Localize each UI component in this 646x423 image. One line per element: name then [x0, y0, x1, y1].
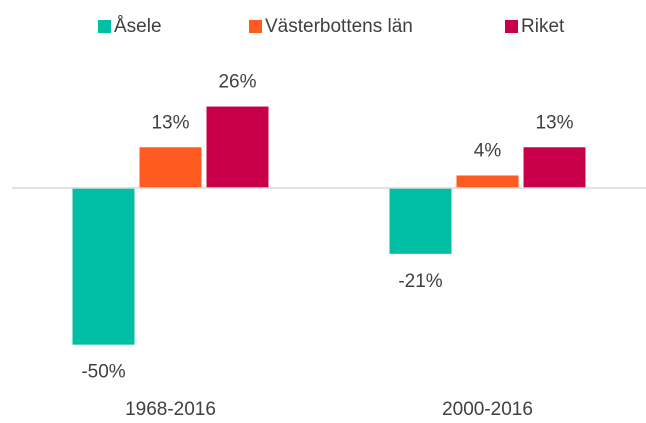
value-label: 4% — [474, 140, 502, 161]
bar — [523, 147, 586, 188]
value-label: 26% — [218, 72, 256, 93]
bar — [139, 147, 202, 188]
value-label: -21% — [398, 271, 442, 292]
legend-label: Åsele — [114, 16, 162, 37]
value-label: -50% — [81, 362, 125, 383]
x-tick-label: 2000-2016 — [442, 399, 533, 420]
x-tick-label: 1968-2016 — [125, 399, 216, 420]
legend-label: Riket — [521, 16, 565, 37]
bar — [389, 188, 452, 254]
value-label: 13% — [535, 112, 573, 133]
bar — [206, 106, 269, 188]
legend-swatch — [505, 20, 518, 33]
bar — [72, 188, 135, 345]
legend-swatch — [98, 20, 111, 33]
value-label: 13% — [151, 112, 189, 133]
legend-label: Västerbottens län — [265, 16, 413, 37]
bar — [456, 175, 519, 188]
legend-swatch — [249, 20, 262, 33]
